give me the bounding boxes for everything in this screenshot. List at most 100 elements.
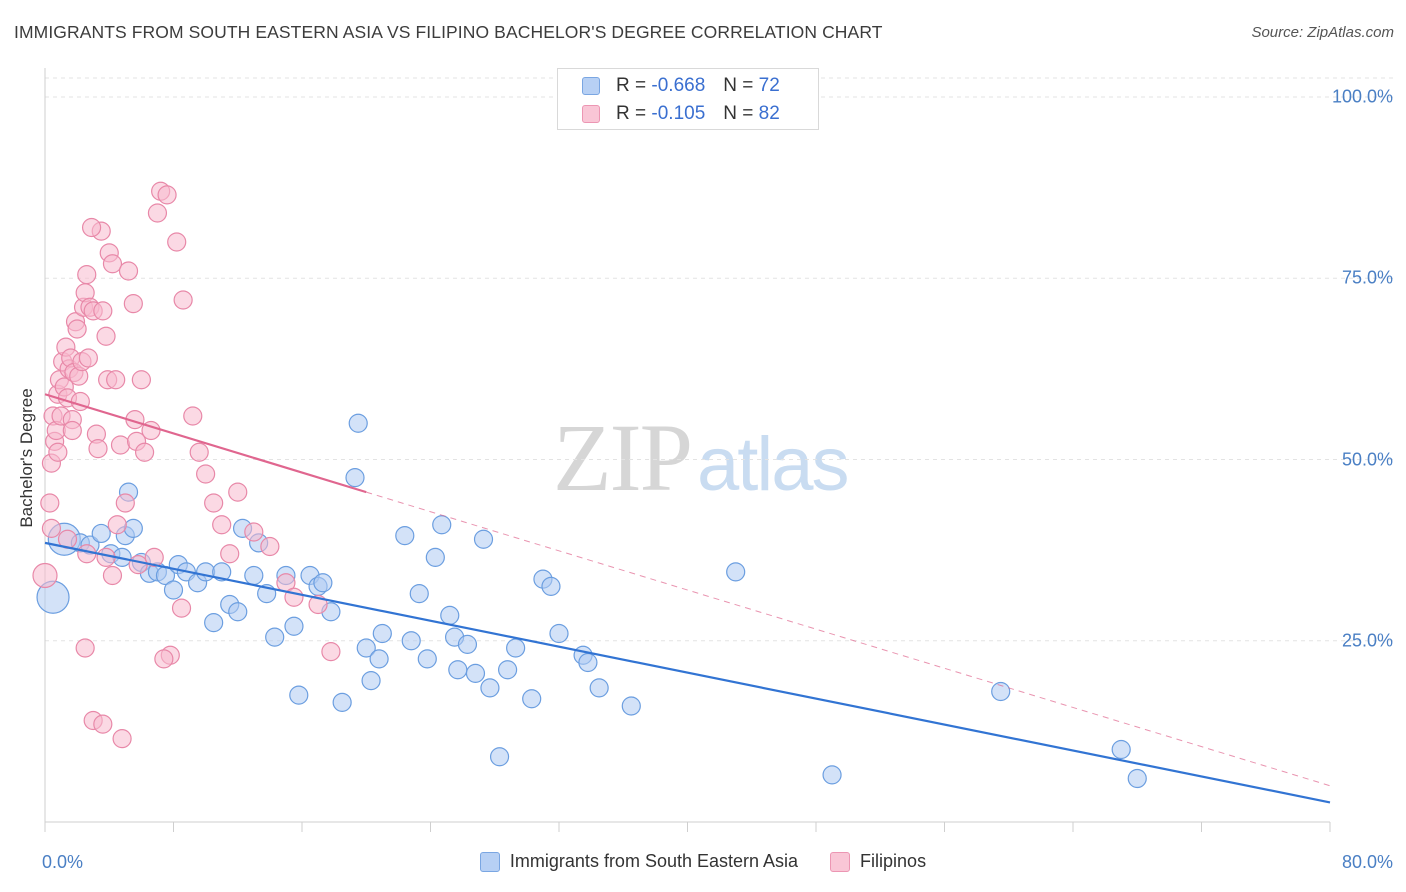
n-value-pink: 82: [758, 103, 780, 124]
sea-point-70: [1127, 768, 1147, 789]
sea-point-52: [465, 663, 486, 683]
sea-point-29: [284, 616, 304, 636]
legend-swatch-filipinos: [830, 851, 851, 872]
sea-point-45: [417, 649, 437, 669]
sea-point-20: [212, 562, 232, 582]
sea-point-46: [425, 547, 445, 567]
filipino-point-26: [78, 348, 98, 368]
legend-swatch-pink: [582, 105, 600, 123]
sea-point-43: [401, 631, 421, 651]
legend-item-filipinos[interactable]: Filipinos: [830, 851, 926, 872]
sea-point-44: [409, 584, 429, 604]
series-legend: Immigrants from South Eastern Asia Filip…: [0, 851, 1406, 872]
grid-lines: [45, 77, 1395, 642]
trend-lines: [44, 393, 1331, 804]
sea-point-27: [265, 627, 285, 647]
filipino-point-54: [173, 290, 193, 310]
sea-point-63: [578, 652, 598, 673]
watermark-atlas: atlas: [697, 422, 850, 507]
r-label-blue: R =: [616, 75, 647, 96]
filipino-point-59: [212, 515, 232, 535]
sea-point-30: [289, 685, 309, 705]
sea-point-65: [621, 696, 641, 716]
sea-point-4: [91, 523, 111, 544]
filipino-point-58: [204, 493, 224, 513]
filipino-point-40: [115, 493, 135, 513]
filipino-point-32: [93, 301, 113, 321]
sea-point-38: [356, 638, 376, 658]
legend-item-immigrants-sea[interactable]: Immigrants from South Eastern Asia: [479, 851, 799, 872]
filipino-point-42: [123, 294, 143, 314]
trend-line-filipinos-extension: [366, 491, 1331, 787]
filipino-point-33: [96, 326, 116, 346]
filipino-point-67: [321, 642, 341, 662]
sea-point-22: [228, 602, 248, 622]
filipino-point-60: [220, 544, 240, 564]
series-filipinos: [32, 181, 341, 749]
r-value-blue: -0.668: [651, 75, 706, 96]
stats-row-blue: R = -0.668 N = 72: [582, 73, 780, 99]
watermark-zip: ZIP: [553, 404, 693, 511]
filipino-point-70: [93, 714, 113, 734]
n-label-blue: N =: [723, 75, 754, 96]
filipino-point-55: [183, 406, 203, 426]
sea-point-35: [332, 692, 352, 712]
sea-point-8: [123, 518, 143, 538]
filipino-point-52: [167, 232, 187, 252]
filipino-point-39: [110, 435, 131, 455]
sea-point-48: [440, 605, 460, 625]
filipino-point-61: [228, 482, 248, 502]
sea-point-14: [163, 580, 184, 600]
filipino-point-62: [244, 522, 264, 542]
legend-label-filipinos: Filipinos: [860, 851, 927, 871]
filipino-point-80: [81, 217, 102, 238]
sea-point-24: [244, 565, 264, 586]
filipino-point-25: [77, 265, 97, 285]
filipino-point-78: [144, 547, 164, 567]
trend-line-filipinos: [44, 393, 367, 494]
legend-swatch-blue: [582, 77, 600, 95]
filipino-point-79: [154, 649, 174, 669]
filipino-point-76: [128, 555, 148, 575]
sea-point-47: [432, 515, 452, 535]
sea-point-54: [480, 678, 500, 698]
sea-point-40: [369, 649, 389, 669]
sea-point-56: [498, 660, 518, 680]
series-immigrants-sea: [36, 413, 1147, 789]
r-label-pink: R =: [616, 103, 647, 124]
legend-swatch-immigrants-sea: [479, 851, 500, 872]
legend-label-immigrants-sea: Immigrants from South Eastern Asia: [509, 851, 799, 871]
sea-point-67: [822, 765, 842, 785]
sea-point-69: [1111, 739, 1131, 760]
filipino-point-36: [102, 254, 123, 274]
filipino-point-37: [106, 370, 126, 390]
y-tick-label-3: 100.0%: [1331, 86, 1393, 107]
sea-point-41: [372, 623, 392, 644]
filipino-point-46: [134, 442, 155, 462]
filipino-point-57: [196, 464, 216, 484]
y-tick-label-1: 50.0%: [1341, 449, 1393, 469]
filipino-point-74: [77, 544, 97, 564]
sea-point-42: [395, 526, 415, 546]
axes: [44, 68, 1331, 832]
stats-row-pink: R = -0.105 N = 82: [582, 101, 780, 127]
zipatlas-watermark: ZIPatlas: [553, 402, 850, 513]
chart-title: IMMIGRANTS FROM SOUTH EASTERN ASIA VS FI…: [14, 22, 883, 42]
filipino-point-2: [40, 493, 60, 513]
y-tick-label-0: 25.0%: [1341, 630, 1393, 651]
filipino-point-53: [171, 598, 192, 618]
filipino-point-0: [32, 562, 58, 589]
filipino-point-41: [118, 261, 139, 281]
sea-point-66: [726, 562, 746, 582]
y-axis-label: Bachelor's Degree: [17, 388, 36, 528]
filipino-point-48: [147, 203, 168, 223]
filipino-point-19: [67, 319, 87, 339]
filipino-point-45: [131, 370, 151, 390]
sea-point-68: [991, 681, 1011, 702]
r-value-pink: -0.105: [651, 103, 706, 124]
sea-point-57: [506, 638, 526, 658]
filipino-point-77: [102, 565, 123, 586]
filipino-point-68: [75, 638, 95, 658]
sea-point-33: [313, 573, 333, 593]
